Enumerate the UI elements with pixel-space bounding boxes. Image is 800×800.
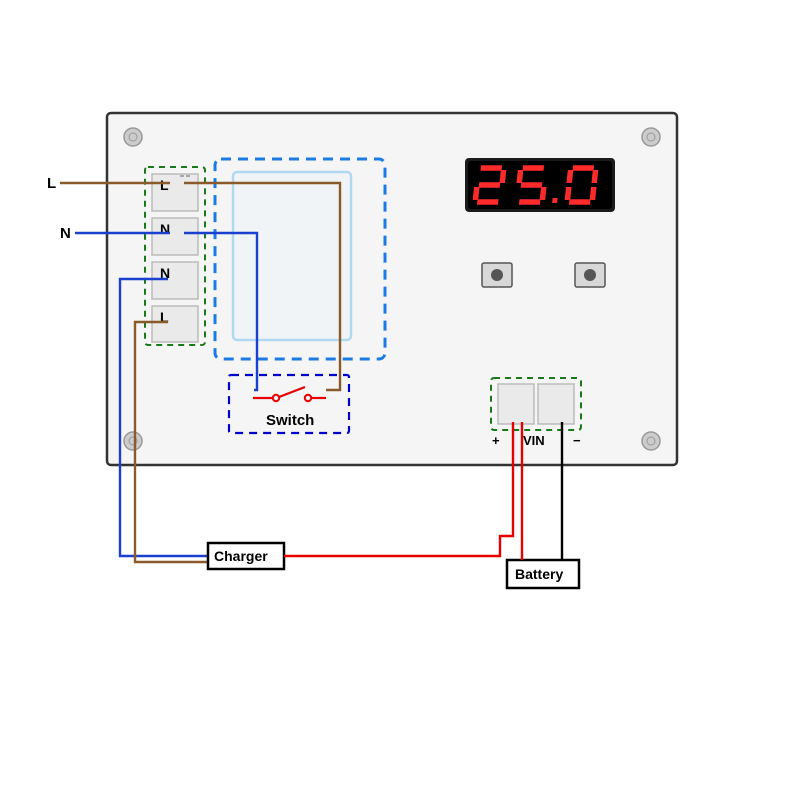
switch-label: Switch — [266, 412, 314, 429]
button-left[interactable] — [482, 263, 512, 287]
battery-label: Battery — [515, 566, 563, 582]
seven-segment-display — [465, 158, 615, 212]
vin-plus: + — [492, 433, 500, 448]
vin-text: VIN — [523, 433, 545, 448]
charger-label: Charger — [214, 548, 268, 564]
relay-inner — [233, 172, 351, 340]
ext-N-label: N — [60, 225, 71, 242]
svg-text:N: N — [160, 221, 170, 237]
button-right[interactable] — [575, 263, 605, 287]
ext-L-label: L — [47, 175, 56, 192]
svg-text:L: L — [160, 177, 169, 193]
vin-minus: − — [573, 433, 581, 448]
